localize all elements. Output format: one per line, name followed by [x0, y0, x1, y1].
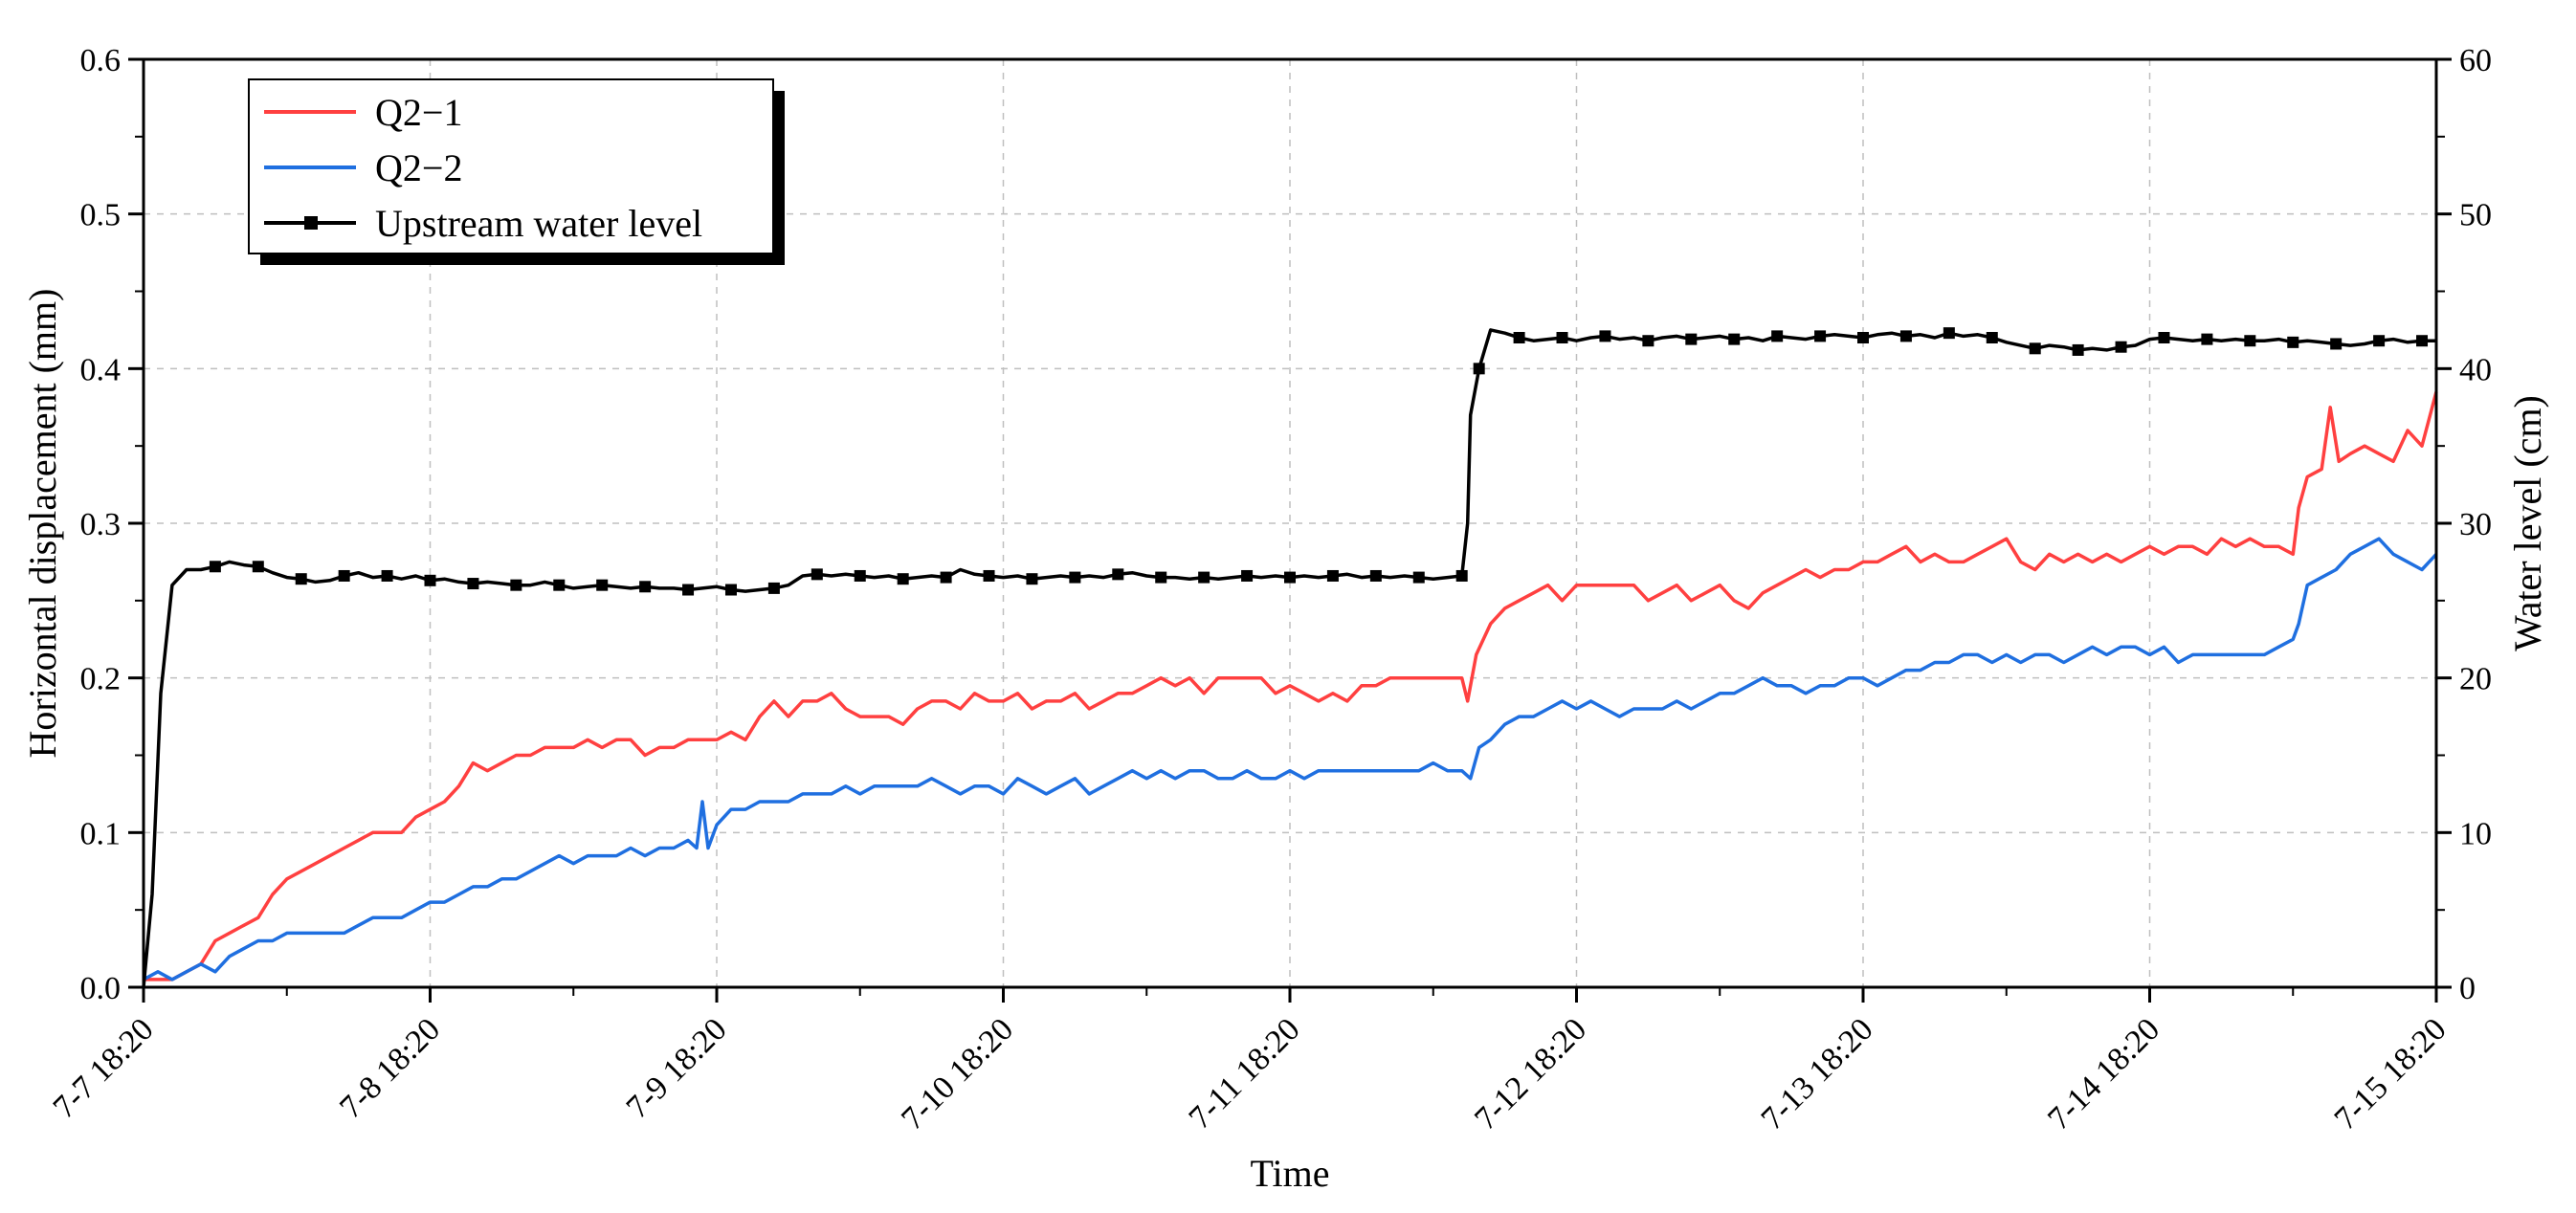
y-axis-right: 0 10 20 30 40 50 60	[2436, 43, 2492, 1006]
series-marker	[767, 582, 780, 594]
x-tick-label: 7-12 18:20	[1468, 1011, 1593, 1136]
series-marker	[1412, 571, 1425, 584]
series-marker	[811, 568, 823, 581]
series-marker	[510, 579, 522, 591]
y-tick-label: 0.2	[80, 662, 122, 697]
series-marker	[424, 574, 436, 586]
series-marker	[2115, 341, 2127, 353]
y2-tick-label: 50	[2459, 198, 2492, 233]
series-marker	[2029, 342, 2041, 355]
series-marker	[1771, 330, 1784, 342]
series-marker	[1814, 330, 1827, 342]
series-line-q2-1	[144, 391, 2438, 981]
series-marker	[1069, 571, 1081, 584]
x-axis: 7-7 18:20 7-8 18:20 7-9 18:20 7-10 18:20 7-1…	[47, 987, 2454, 1137]
y2-tick-label: 20	[2459, 662, 2492, 697]
series-marker	[1241, 569, 1254, 582]
legend-label: Q2−1	[375, 91, 462, 134]
series-line-upstream-water-level	[142, 328, 2436, 988]
series-marker	[1642, 335, 1654, 347]
y-tick-label: 0.6	[80, 43, 122, 78]
series-marker	[2158, 332, 2170, 343]
x-axis-label: Time	[1250, 1152, 1329, 1195]
y-axis-left: 0.0 0.1 0.2 0.3 0.4 0.5 0.6	[80, 43, 144, 1006]
series-marker	[1473, 363, 1485, 375]
series-marker	[1857, 332, 1869, 343]
y-tick-label: 0.0	[80, 971, 122, 1006]
series-marker	[1369, 569, 1382, 582]
x-tick-label: 7-9 18:20	[620, 1011, 734, 1125]
series-marker	[1899, 330, 1912, 342]
series-marker	[1326, 569, 1339, 582]
series-marker	[1685, 333, 1698, 345]
plot-area	[142, 327, 2438, 988]
series-marker	[724, 584, 737, 596]
series-marker	[467, 578, 479, 590]
series-marker	[2072, 343, 2084, 356]
series-marker	[1112, 568, 1124, 581]
series-marker	[1155, 571, 1167, 584]
series-marker	[2244, 335, 2256, 347]
series-marker	[252, 561, 264, 573]
series-marker	[2373, 335, 2386, 347]
series-marker	[1513, 332, 1525, 343]
series-marker	[1728, 333, 1741, 345]
x-tick-label: 7-11 18:20	[1183, 1011, 1307, 1136]
series-line-q2-2	[143, 537, 2438, 981]
y-tick-label: 0.1	[80, 816, 122, 851]
x-tick-label: 7-13 18:20	[1755, 1011, 1880, 1136]
series-marker	[639, 581, 652, 593]
y2-tick-label: 40	[2459, 352, 2492, 387]
series-marker	[1943, 327, 1955, 340]
legend-marker	[304, 216, 318, 230]
y2-tick-label: 0	[2459, 971, 2476, 1006]
series-marker	[295, 573, 307, 585]
series-marker	[1986, 332, 1998, 343]
series-marker	[1026, 573, 1038, 585]
series-marker	[1599, 330, 1611, 342]
series-marker	[854, 569, 866, 582]
y2-tick-label: 10	[2459, 816, 2492, 851]
series-marker	[1284, 571, 1296, 584]
y-tick-label: 0.5	[80, 198, 122, 233]
y-tick-label: 0.3	[80, 507, 122, 542]
series-marker	[983, 569, 995, 582]
x-tick-label: 7-15 18:20	[2328, 1011, 2454, 1136]
series-marker	[338, 569, 350, 582]
y-tick-label: 0.4	[80, 352, 122, 387]
series-marker	[1556, 332, 1568, 343]
series-marker	[381, 569, 393, 582]
series-marker	[2287, 336, 2299, 348]
series-marker	[1198, 571, 1210, 584]
x-tick-label: 7-14 18:20	[2041, 1011, 2166, 1136]
series-marker	[682, 584, 695, 596]
series-marker	[553, 579, 566, 591]
x-tick-label: 7-7 18:20	[47, 1011, 161, 1125]
series-marker	[1455, 569, 1468, 582]
series-marker	[940, 571, 952, 584]
series-marker	[2201, 333, 2213, 345]
x-tick-label: 7-8 18:20	[333, 1011, 447, 1125]
legend: Q2−1 Q2−2 Upstream water level	[248, 78, 785, 265]
y2-tick-label: 30	[2459, 507, 2492, 542]
y-axis-label-right: Water level (cm)	[2506, 395, 2549, 651]
x-tick-label: 7-10 18:20	[895, 1011, 1020, 1136]
series-marker	[897, 573, 909, 585]
series-marker	[209, 561, 221, 573]
series-marker	[2416, 335, 2429, 347]
series-marker	[2330, 338, 2343, 350]
y2-tick-label: 60	[2459, 43, 2492, 78]
legend-label: Q2−2	[375, 146, 462, 189]
legend-label: Upstream water level	[375, 202, 702, 245]
series-marker	[596, 579, 609, 591]
y-axis-label-left: Horizontal displacement (mm)	[21, 289, 64, 759]
